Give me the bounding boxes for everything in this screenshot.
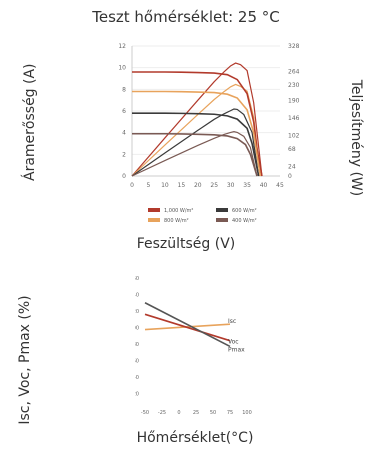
legend-label: 1,000 W/m² bbox=[164, 208, 193, 214]
legend-swatch bbox=[148, 208, 160, 212]
y-tick-label: 12 bbox=[118, 43, 126, 50]
x-tick-label: 15 bbox=[178, 182, 186, 189]
current-series-line bbox=[132, 132, 258, 177]
x-tick-label: 5 bbox=[147, 182, 151, 189]
legend-swatch bbox=[216, 218, 228, 222]
y2-tick-label: 24 bbox=[288, 163, 296, 170]
series-end-label: Isc bbox=[228, 318, 236, 325]
y-tick-label: 6 bbox=[122, 108, 126, 115]
y-tick-label: 8 bbox=[122, 86, 126, 93]
x-tick-label: 0 bbox=[130, 182, 134, 189]
temp-series-line bbox=[144, 302, 231, 348]
y-tick-label: 120 bbox=[135, 309, 139, 315]
temp-series-line bbox=[144, 313, 231, 342]
y-tick-label: 160 bbox=[135, 276, 139, 282]
x-tick-label: 75 bbox=[227, 410, 233, 416]
chart1-y-axis-label: Áramerősség (A) bbox=[22, 63, 38, 181]
y-tick-label: 4 bbox=[122, 130, 126, 137]
series-end-label: Pmax bbox=[228, 346, 245, 353]
power-series-line bbox=[131, 130, 258, 177]
chart1-x-axis-label: Feszültség (V) bbox=[136, 236, 236, 252]
y2-tick-label: 190 bbox=[288, 98, 300, 105]
power-series-line bbox=[131, 108, 260, 177]
x-tick-label: 25 bbox=[210, 182, 218, 189]
chart1-legend: 1,000 W/m² 600 W/m² 800 W/m² 400 W/m² bbox=[148, 208, 257, 224]
y-tick-label: 140 bbox=[135, 293, 139, 299]
power-series-line bbox=[131, 62, 263, 177]
chart-title: Teszt hőmérséklet: 25 °C bbox=[92, 8, 280, 26]
x-tick-label: -25 bbox=[158, 410, 166, 416]
x-tick-label: 35 bbox=[243, 182, 251, 189]
current-series-line bbox=[132, 71, 263, 177]
y2-tick-label: 328 bbox=[288, 43, 300, 50]
current-series-line bbox=[132, 112, 260, 177]
current-series-line bbox=[132, 90, 262, 177]
y-tick-label: 20 bbox=[135, 392, 139, 398]
x-tick-label: 30 bbox=[227, 182, 235, 189]
legend-label: 400 W/m² bbox=[232, 218, 257, 224]
series-end-label: Voc bbox=[228, 339, 239, 346]
x-tick-label: 20 bbox=[194, 182, 202, 189]
y2-tick-label: 0 bbox=[288, 173, 292, 180]
x-tick-label: 45 bbox=[276, 182, 284, 189]
legend-swatch bbox=[148, 218, 160, 222]
legend-swatch bbox=[216, 208, 228, 212]
y-tick-label: 60 bbox=[135, 359, 139, 365]
chart2-x-axis-label: Hőmérséklet(°C) bbox=[136, 430, 254, 446]
legend-label: 800 W/m² bbox=[164, 218, 189, 224]
chart1-y2-axis-label: Teljesítmény (W) bbox=[348, 79, 364, 197]
y2-tick-label: 230 bbox=[288, 82, 300, 89]
y2-tick-label: 102 bbox=[288, 133, 300, 140]
x-tick-label: 50 bbox=[210, 410, 216, 416]
y-tick-label: 0 bbox=[122, 173, 126, 180]
y-tick-label: 100 bbox=[135, 326, 139, 332]
x-tick-label: 0 bbox=[177, 410, 180, 416]
y-tick-label: 2 bbox=[122, 151, 126, 158]
y2-tick-label: 264 bbox=[288, 68, 300, 75]
y2-tick-label: 146 bbox=[288, 115, 300, 122]
x-tick-label: 40 bbox=[260, 182, 268, 189]
y2-tick-label: 68 bbox=[288, 146, 296, 153]
x-tick-label: 100 bbox=[242, 410, 252, 416]
chart2-y-axis-label: Isc, Voc, Pmax (%) bbox=[17, 295, 33, 425]
x-tick-label: 25 bbox=[193, 410, 199, 416]
legend-label: 600 W/m² bbox=[232, 208, 257, 214]
x-tick-label: 10 bbox=[161, 182, 169, 189]
x-tick-label: -50 bbox=[141, 410, 149, 416]
y-tick-label: 80 bbox=[135, 342, 139, 348]
y-tick-label: 40 bbox=[135, 375, 139, 381]
y-tick-label: 10 bbox=[118, 65, 126, 72]
